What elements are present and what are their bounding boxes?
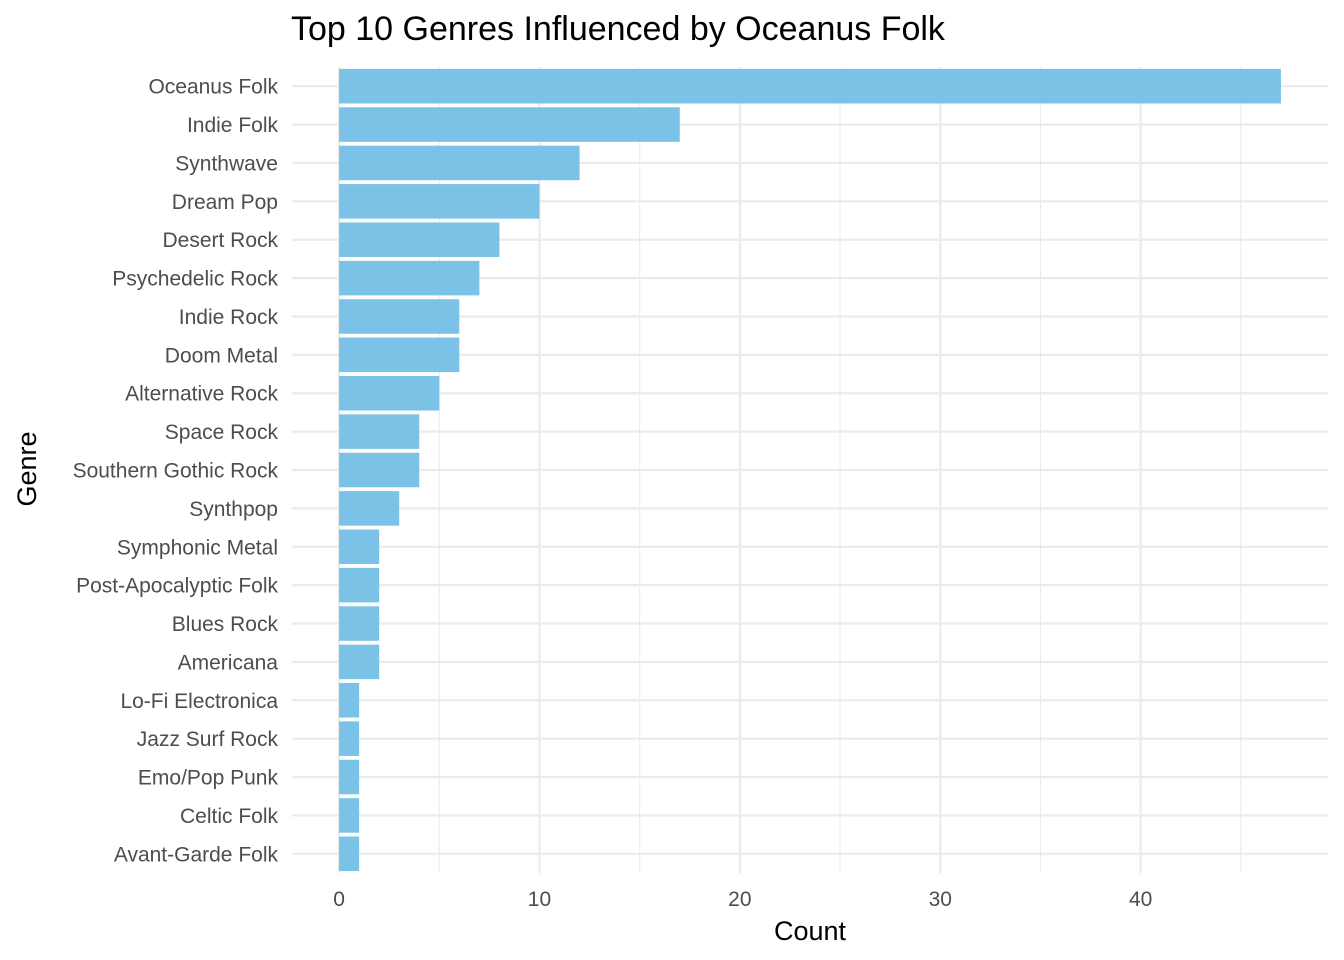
- y-tick-label-6: Indie Rock: [179, 306, 279, 329]
- bar-1: [339, 107, 680, 142]
- y-tick-label-4: Desert Rock: [162, 229, 278, 252]
- bar-11: [339, 491, 399, 526]
- bar-17: [339, 721, 359, 756]
- bar-2: [339, 146, 579, 181]
- y-tick-label-5: Psychedelic Rock: [112, 268, 278, 291]
- x-tick-labels: 0 10 20 30 40: [333, 888, 1152, 911]
- bar-14: [339, 606, 379, 641]
- bar-12: [339, 529, 379, 564]
- bar-5: [339, 261, 479, 296]
- bar-10: [339, 453, 419, 488]
- bar-20: [339, 837, 359, 872]
- bar-0: [339, 69, 1281, 104]
- y-tick-label-2: Synthwave: [175, 152, 278, 175]
- y-tick-label-20: Avant-Garde Folk: [114, 843, 279, 866]
- x-tick-label-4: 40: [1129, 888, 1152, 911]
- x-tick-label-2: 20: [728, 888, 751, 911]
- y-tick-label-7: Doom Metal: [165, 344, 278, 367]
- bar-15: [339, 645, 379, 680]
- bar-3: [339, 184, 539, 219]
- bar-18: [339, 760, 359, 795]
- bar-7: [339, 338, 459, 373]
- y-tick-label-1: Indie Folk: [187, 114, 279, 137]
- y-tick-label-16: Lo-Fi Electronica: [120, 690, 278, 713]
- bar-19: [339, 798, 359, 833]
- chart-title: Top 10 Genres Influenced by Oceanus Folk: [291, 10, 946, 48]
- y-tick-label-19: Celtic Folk: [180, 805, 279, 828]
- y-axis-title: Genre: [12, 431, 42, 506]
- x-tick-label-1: 10: [528, 888, 551, 911]
- y-tick-label-12: Symphonic Metal: [117, 536, 278, 559]
- bar-16: [339, 683, 359, 718]
- bar-9: [339, 414, 419, 449]
- y-tick-label-15: Americana: [178, 651, 279, 674]
- y-tick-label-14: Blues Rock: [172, 613, 279, 636]
- y-tick-label-3: Dream Pop: [172, 191, 278, 214]
- y-tick-label-10: Southern Gothic Rock: [73, 460, 279, 483]
- y-tick-label-11: Synthpop: [189, 498, 278, 521]
- x-tick-label-3: 30: [929, 888, 952, 911]
- bar-8: [339, 376, 439, 411]
- y-tick-label-0: Oceanus Folk: [148, 76, 278, 99]
- bar-13: [339, 568, 379, 603]
- x-axis-title: Count: [774, 916, 847, 946]
- x-tick-label-0: 0: [333, 888, 345, 911]
- y-tick-label-18: Emo/Pop Punk: [138, 767, 279, 790]
- y-tick-label-9: Space Rock: [165, 421, 279, 444]
- y-tick-label-8: Alternative Rock: [125, 383, 278, 406]
- y-tick-label-13: Post-Apocalyptic Folk: [76, 575, 278, 598]
- bar-4: [339, 222, 499, 257]
- y-tick-label-17: Jazz Surf Rock: [137, 728, 279, 751]
- y-tick-labels: Oceanus Folk Indie Folk Synthwave Dream Pop…: [73, 76, 279, 867]
- bar-6: [339, 299, 459, 334]
